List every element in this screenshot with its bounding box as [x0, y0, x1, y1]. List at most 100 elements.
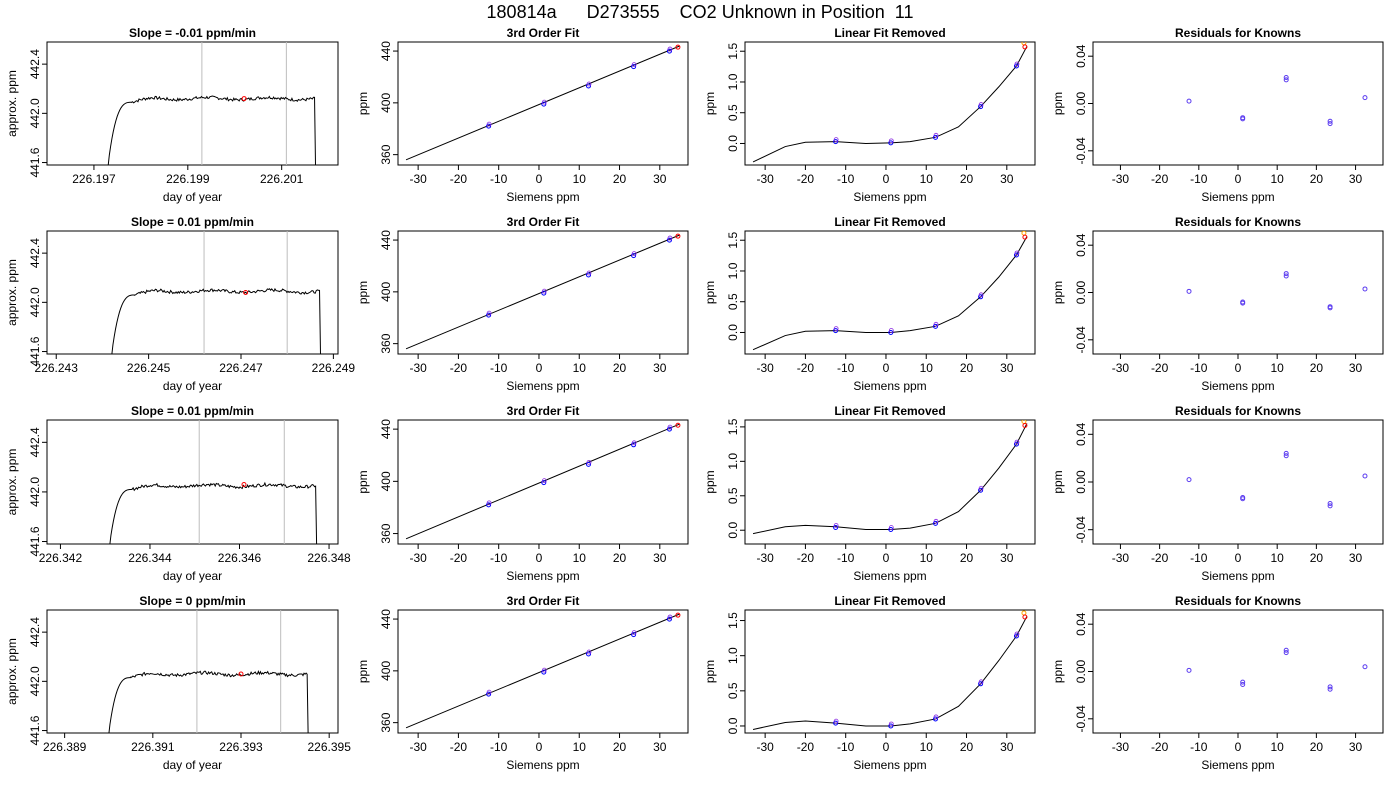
plot-area — [405, 422, 681, 540]
y-tick-label: 0.0 — [726, 717, 740, 734]
known-point — [541, 480, 547, 486]
unknown-point — [1022, 614, 1028, 620]
x-tick-label: -30 — [1112, 361, 1130, 375]
y-tick-label: 1.0 — [726, 262, 740, 279]
known-point-repeat — [888, 138, 894, 144]
known-point — [486, 312, 492, 318]
y-axis-label: ppm — [356, 281, 370, 304]
x-tick-label: 226.247 — [219, 361, 263, 375]
x-axis-label: Siemens ppm — [1201, 569, 1274, 583]
x-tick-label: -30 — [756, 551, 774, 565]
y-tick-label: 1.0 — [726, 647, 740, 664]
panel-4-1: Slope = 0 ppm/min 226.389 226.391 226.393 22… — [5, 594, 351, 772]
known-point-repeat — [888, 328, 894, 333]
y-axis-label: approx. ppm — [5, 259, 19, 326]
x-tick-label: 30 — [1349, 551, 1363, 565]
x-tick-label: -30 — [756, 361, 774, 375]
y-tick-label: 360 — [379, 712, 393, 732]
y-tick-label: -0.04 — [1074, 516, 1088, 544]
y-tick-label: -0.04 — [1074, 137, 1088, 165]
x-axis-label: Siemens ppm — [1201, 190, 1274, 204]
x-tick-label: -10 — [837, 551, 855, 565]
residual-point — [1362, 664, 1368, 670]
y-tick-label: 0.00 — [1074, 470, 1088, 494]
residual-point — [1186, 667, 1192, 673]
panel-title: 3rd Order Fit — [507, 404, 580, 418]
panel-title: 3rd Order Fit — [507, 26, 580, 40]
y-tick-label: 441.6 — [28, 336, 42, 366]
x-tick-label: 30 — [1000, 740, 1014, 754]
y-tick-label: 441.6 — [28, 526, 42, 556]
residual-point — [1186, 477, 1192, 483]
known-point-repeat — [667, 424, 673, 430]
known-point — [631, 253, 637, 259]
known-point-repeat — [1014, 631, 1020, 637]
x-axis-label: Siemens ppm — [1201, 379, 1274, 393]
panel-2-1: Slope = 0.01 ppm/min 226.243 226.245 226.24… — [5, 215, 355, 393]
known-point-repeat — [978, 292, 984, 298]
residual-point — [1240, 496, 1246, 502]
plot-area — [111, 231, 321, 354]
y-tick-label: 360 — [379, 523, 393, 543]
residual-point — [1186, 98, 1192, 104]
y-tick-label: 0.5 — [726, 682, 740, 699]
y-tick-label: -0.04 — [1074, 326, 1088, 354]
y-tick-label: 400 — [379, 282, 393, 302]
known-point — [586, 272, 592, 278]
residual-point — [1327, 503, 1333, 509]
panel-3-3: Linear Fit Removed -30 -20 -10 0 10 20 30 0.0 0.5… — [703, 404, 1036, 583]
plot-frame — [46, 41, 339, 166]
x-axis-label: Siemens ppm — [506, 379, 579, 393]
y-tick-label: 360 — [379, 333, 393, 353]
known-point — [933, 520, 939, 526]
residual-point — [1283, 650, 1289, 656]
x-tick-label: 10 — [1271, 361, 1285, 375]
x-tick-label: 226.393 — [219, 740, 263, 754]
known-point — [631, 632, 637, 638]
known-point-repeat — [541, 667, 547, 673]
panel-4-3: Linear Fit Removed -30 -20 -10 0 10 20 30 0.0 0.5… — [703, 594, 1036, 772]
y-tick-label: 442.0 — [28, 98, 42, 128]
panel-4-2: 3rd Order Fit -30 -20 -10 0 10 20 30 360 400 440 Si… — [356, 594, 689, 772]
analyzer-trace — [111, 287, 321, 354]
panel-2-3: Linear Fit Removed -30 -20 -10 0 10 20 30 0.0 0.5… — [703, 215, 1036, 393]
x-tick-label: -20 — [1151, 551, 1169, 565]
x-tick-label: -10 — [1190, 172, 1208, 186]
panel-2-2: 3rd Order Fit -30 -20 -10 0 10 20 30 360 400 440 Si… — [356, 215, 689, 393]
x-tick-label: -10 — [837, 740, 855, 754]
x-tick-label: 10 — [920, 172, 934, 186]
x-axis-label: Siemens ppm — [853, 190, 926, 204]
panel-title: Linear Fit Removed — [834, 26, 945, 40]
x-tick-label: 10 — [1271, 551, 1285, 565]
plot-area — [752, 42, 1028, 163]
known-point — [631, 442, 637, 448]
known-point — [631, 64, 637, 70]
unknown-point — [675, 233, 681, 239]
residual-point — [1283, 74, 1289, 80]
known-point-repeat — [541, 99, 547, 105]
plot-area — [405, 612, 681, 729]
x-tick-label: -30 — [409, 740, 427, 754]
known-point-repeat — [888, 525, 894, 530]
known-point-repeat — [933, 321, 939, 327]
x-tick-label: 30 — [1349, 361, 1363, 375]
known-point — [1013, 633, 1019, 639]
y-axis-label: ppm — [703, 92, 717, 115]
y-tick-label: 360 — [379, 144, 393, 164]
residual-point — [1283, 273, 1289, 279]
x-tick-label: -30 — [1112, 172, 1130, 186]
residual-point — [1362, 95, 1368, 101]
x-tick-label: -10 — [837, 361, 855, 375]
residual-point — [1327, 686, 1333, 692]
known-point — [541, 669, 547, 675]
x-tick-label: 0 — [883, 740, 890, 754]
y-tick-label: 0.00 — [1074, 659, 1088, 683]
known-point — [486, 502, 492, 508]
unknown-marker — [241, 481, 247, 487]
y-tick-label: 0.5 — [726, 487, 740, 504]
panel-title: Slope = 0.01 ppm/min — [131, 404, 254, 418]
x-tick-label: 20 — [1310, 172, 1324, 186]
y-tick-label: 0.0 — [726, 135, 740, 152]
known-point-repeat — [978, 679, 984, 685]
